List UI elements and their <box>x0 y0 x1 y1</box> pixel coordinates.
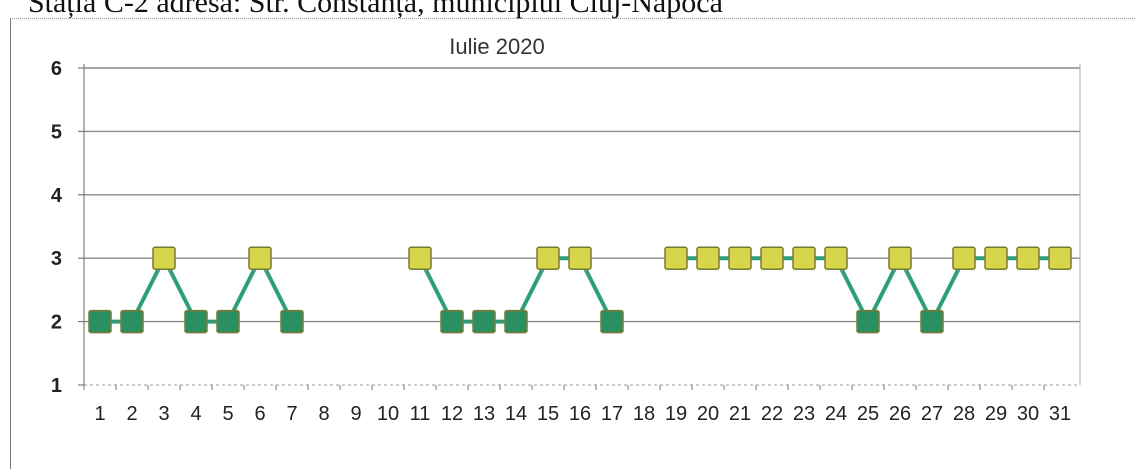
data-point <box>536 246 560 270</box>
x-tick-label: 19 <box>665 403 687 425</box>
x-tick-label: 1 <box>94 403 105 425</box>
x-tick-label: 3 <box>158 403 169 425</box>
y-tick-label: 6 <box>51 58 62 80</box>
data-point <box>760 246 784 270</box>
x-tick-label: 2 <box>126 403 137 425</box>
x-tick-label: 30 <box>1017 403 1039 425</box>
x-tick-label: 28 <box>953 403 975 425</box>
data-point <box>984 246 1008 270</box>
x-tick-label: 15 <box>537 403 559 425</box>
x-tick-label: 21 <box>729 403 751 425</box>
x-tick-label: 7 <box>286 403 297 425</box>
x-tick-label: 6 <box>254 403 265 425</box>
y-tick-label: 3 <box>51 248 62 270</box>
data-point <box>696 246 720 270</box>
x-tick-label: 25 <box>857 403 879 425</box>
data-point <box>120 309 144 334</box>
x-tick-label: 10 <box>377 403 399 425</box>
x-tick-label: 12 <box>441 403 463 425</box>
data-point <box>888 246 912 270</box>
data-point <box>792 246 816 270</box>
data-point <box>408 246 432 270</box>
x-tick-label: 9 <box>350 403 361 425</box>
x-tick-label: 26 <box>889 403 911 425</box>
y-tick-label: 5 <box>51 121 62 143</box>
x-tick-label: 22 <box>761 403 783 425</box>
data-point <box>824 246 848 270</box>
data-point <box>952 246 976 270</box>
data-point <box>856 309 880 334</box>
x-tick-label: 14 <box>505 403 527 425</box>
x-tick-label: 16 <box>569 403 591 425</box>
data-point <box>472 309 496 334</box>
data-point <box>920 309 944 334</box>
x-tick-label: 18 <box>633 403 655 425</box>
data-point <box>728 246 752 270</box>
data-point <box>216 309 240 334</box>
data-point <box>440 309 464 334</box>
data-point <box>280 309 304 334</box>
data-markers <box>88 246 1072 334</box>
x-tick-label: 31 <box>1049 403 1071 425</box>
data-point <box>88 309 112 334</box>
x-tick-label: 27 <box>921 403 943 425</box>
x-tick-label: 24 <box>825 403 847 425</box>
x-tick-label: 20 <box>697 403 719 425</box>
y-tick-labels: 1 2 3 4 5 6 <box>51 58 63 397</box>
x-tick-label: 29 <box>985 403 1007 425</box>
data-point <box>1016 246 1040 270</box>
data-point <box>184 309 208 334</box>
data-point <box>568 246 592 270</box>
y-tick-label: 4 <box>51 185 63 207</box>
chart-frame <box>10 18 1135 469</box>
x-tick-label: 11 <box>410 403 431 425</box>
data-point <box>248 246 272 270</box>
gridlines <box>78 64 1081 390</box>
y-tick-label: 2 <box>51 312 62 334</box>
data-point <box>504 309 528 334</box>
data-point <box>664 246 688 270</box>
data-point <box>1048 246 1072 270</box>
x-tick-label: 8 <box>318 403 329 425</box>
x-tick-labels: 1 2 3 4 5 6 7 8 9 10 11 12 13 14 15 16 17 18 19 20 21 22 23 24 2… <box>94 403 1071 425</box>
x-tick-label: 23 <box>793 403 815 425</box>
page-caption: Stația C-2 adresa: Str. Constanța, munic… <box>28 0 723 19</box>
x-tick-label: 13 <box>473 403 495 425</box>
data-point <box>600 309 624 334</box>
x-tick-label: 5 <box>222 403 233 425</box>
x-tick-label: 17 <box>601 403 623 425</box>
chart-title: Iulie 2020 <box>449 34 544 59</box>
x-tick-label: 4 <box>190 403 201 425</box>
data-point <box>152 246 176 270</box>
y-tick-label: 1 <box>51 375 62 397</box>
